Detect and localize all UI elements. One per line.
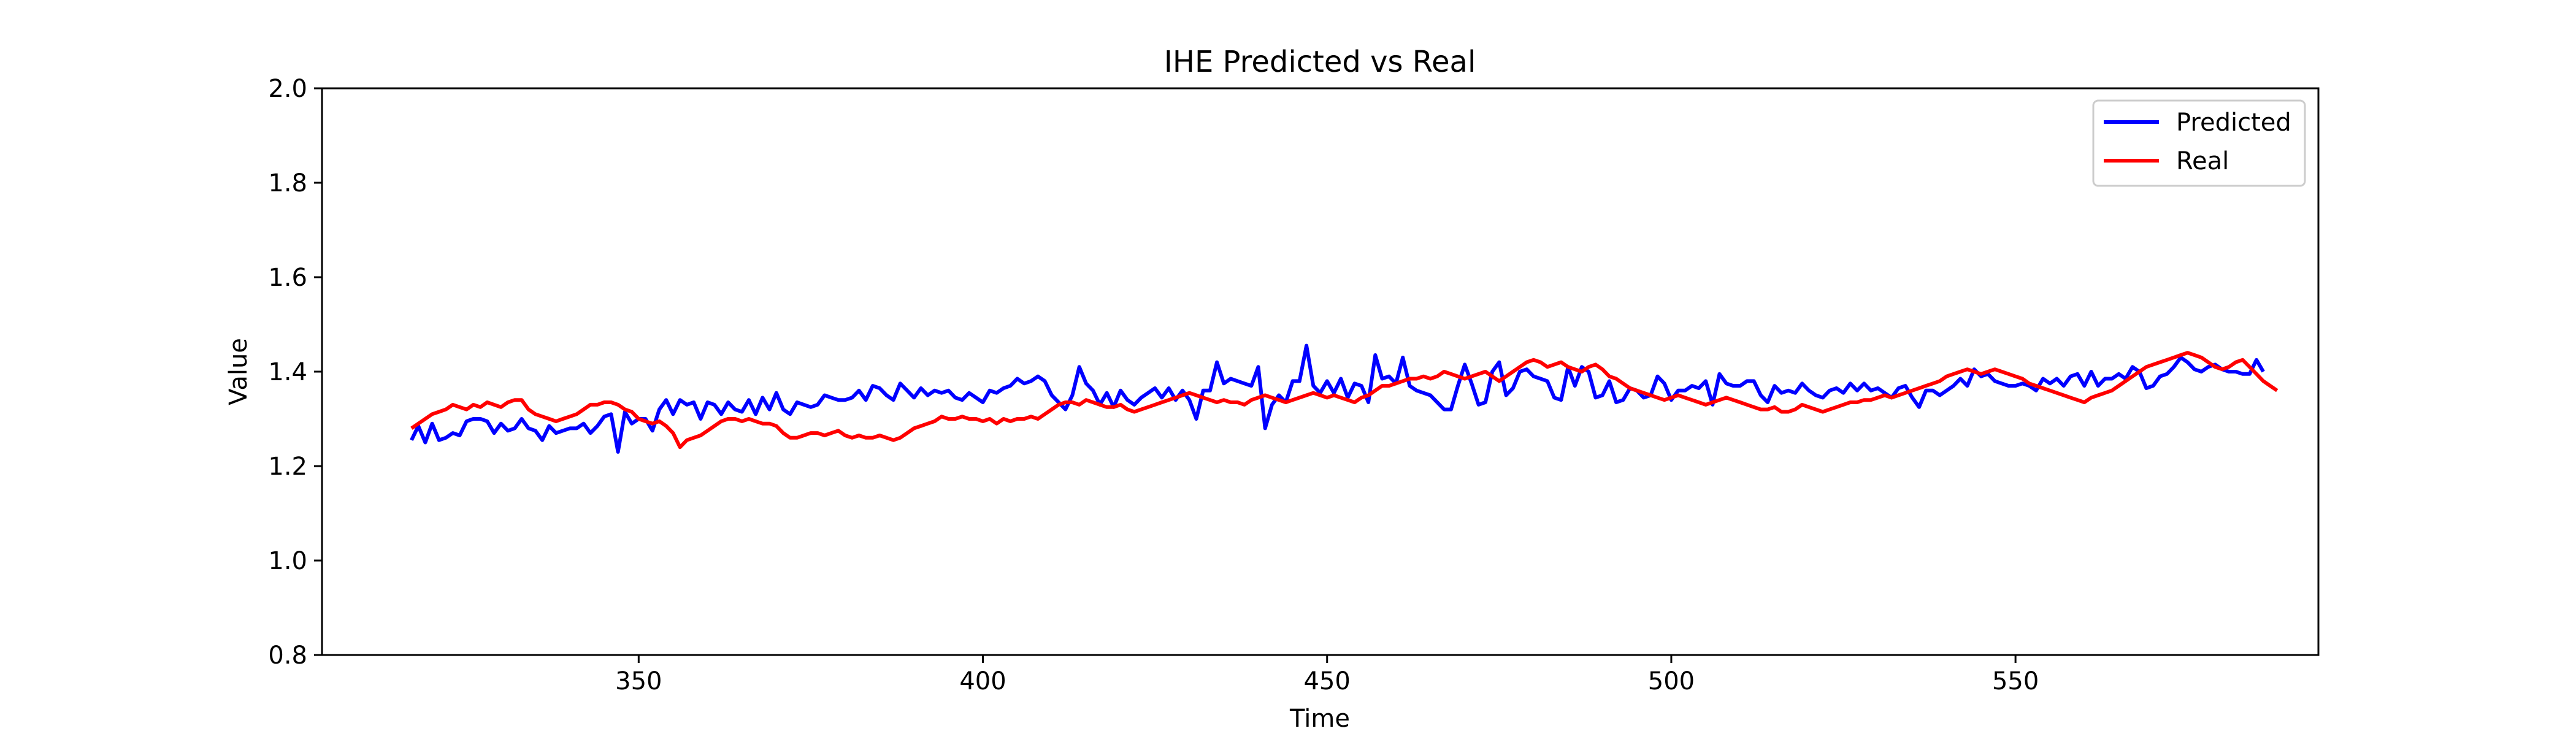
y-axis-ticks: 0.8 1.0 1.2 1.4 1.6 1.8 2.0 [268, 75, 322, 670]
x-tick-label: 500 [1648, 667, 1695, 695]
x-axis-ticks: 350 400 450 500 550 [615, 655, 2039, 695]
x-tick-label: 400 [959, 667, 1006, 695]
legend-label-predicted: Predicted [2176, 109, 2291, 137]
series-line-predicted [410, 343, 2265, 454]
plot-area-background [322, 88, 2318, 655]
x-tick-label: 550 [1992, 667, 2039, 695]
y-tick-label: 1.8 [268, 169, 307, 197]
legend: Predicted Real [2092, 99, 2306, 187]
series-layer [410, 343, 2279, 454]
legend-label-real: Real [2176, 147, 2229, 175]
y-tick-label: 1.0 [268, 547, 307, 575]
chart-title: IHE Predicted vs Real [1164, 45, 1476, 79]
y-tick-label: 1.6 [268, 264, 307, 292]
x-tick-label: 450 [1304, 667, 1351, 695]
x-tick-label: 350 [615, 667, 662, 695]
x-axis-label: Time [1289, 705, 1350, 733]
y-tick-label: 0.8 [268, 641, 307, 670]
y-tick-label: 1.2 [268, 453, 307, 481]
series-line-real [410, 351, 2279, 450]
y-tick-label: 2.0 [268, 75, 307, 103]
y-tick-label: 1.4 [268, 358, 307, 386]
y-axis-label: Value [224, 338, 253, 405]
